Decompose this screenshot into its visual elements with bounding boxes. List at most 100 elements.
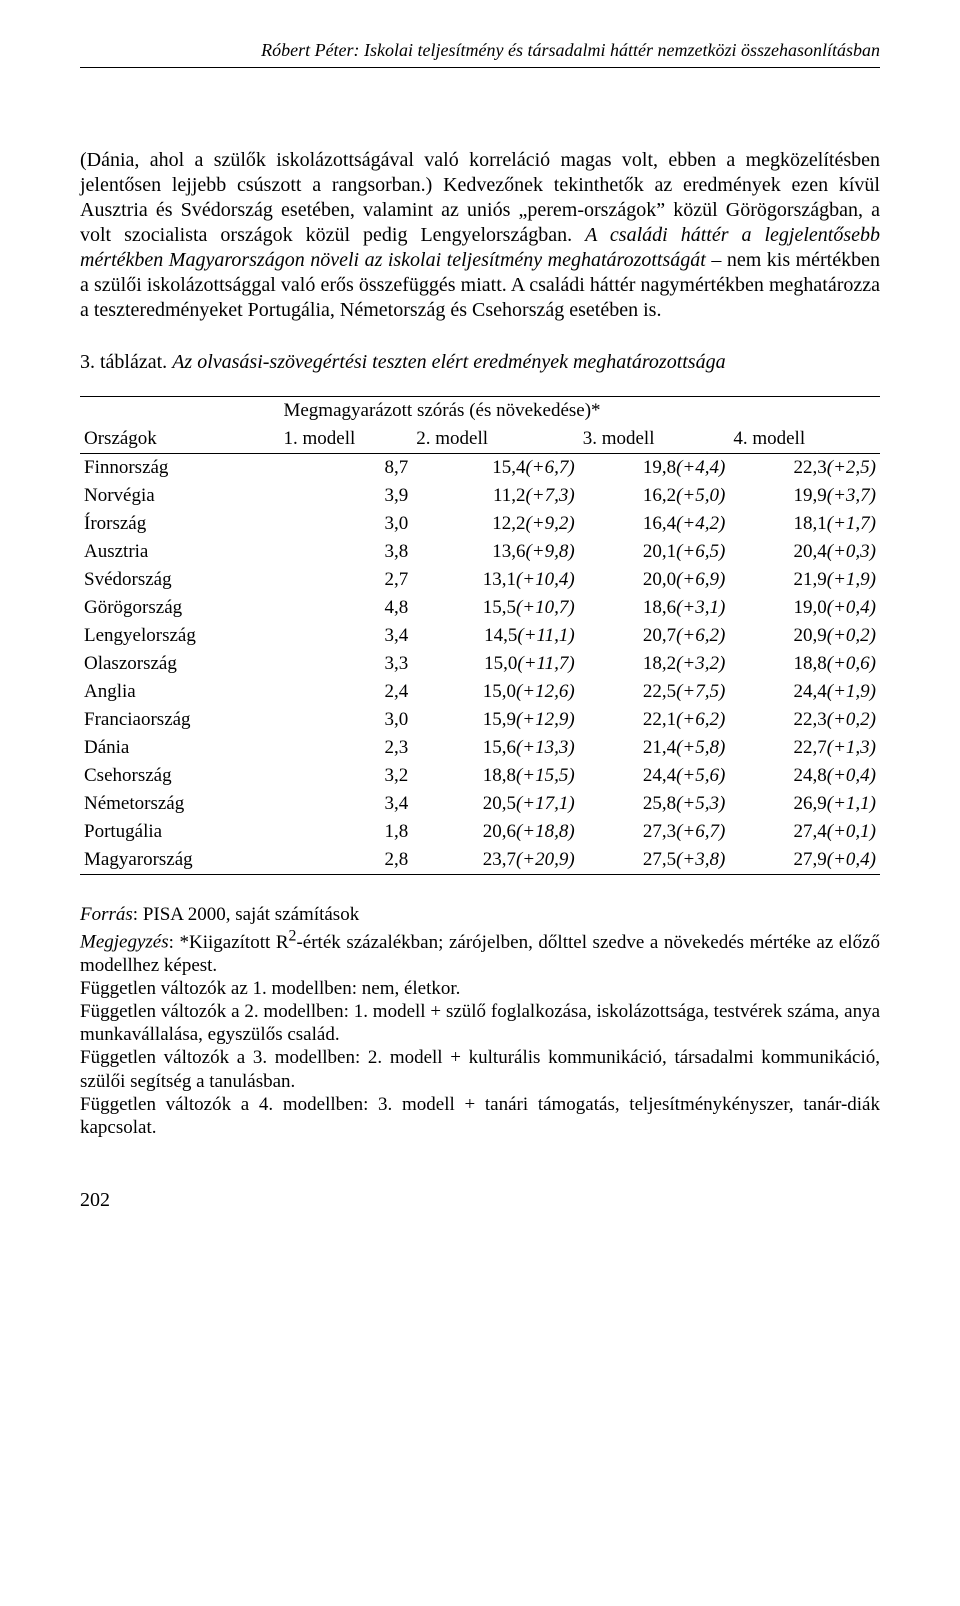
table-row: Németország3,420,5(+17,1)25,8(+5,3)26,9(… — [80, 790, 880, 818]
note-model-3: Független változók a 3. modellben: 2. mo… — [80, 1046, 880, 1092]
cell-model-2: 15,6(+13,3) — [412, 734, 578, 762]
table-caption-number: 3. táblázat. — [80, 351, 167, 373]
note-model-2: Független változók a 2. modellben: 1. mo… — [80, 1000, 880, 1046]
cell-model-3: 21,4(+5,8) — [579, 734, 730, 762]
table-caption: 3. táblázat. Az olvasási-szövegértési te… — [80, 351, 880, 374]
cell-model-1: 3,9 — [279, 482, 412, 510]
table-body: Finnország8,715,4(+6,7)19,8(+4,4)22,3(+2… — [80, 454, 880, 875]
cell-model-4: 21,9(+1,9) — [729, 566, 880, 594]
cell-model-2: 15,0(+12,6) — [412, 678, 578, 706]
cell-model-1: 4,8 — [279, 594, 412, 622]
cell-model-1: 2,7 — [279, 566, 412, 594]
cell-country: Olaszország — [80, 650, 279, 678]
cell-model-4: 18,1(+1,7) — [729, 510, 880, 538]
cell-model-2: 15,0(+11,7) — [412, 650, 578, 678]
col-country: Országok — [80, 425, 279, 454]
cell-model-4: 20,4(+0,3) — [729, 538, 880, 566]
table-spanner: Megmagyarázott szórás (és növekedése)* — [279, 397, 880, 426]
cell-country: Svédország — [80, 566, 279, 594]
cell-model-3: 22,5(+7,5) — [579, 678, 730, 706]
cell-country: Anglia — [80, 678, 279, 706]
cell-model-2: 12,2(+9,2) — [412, 510, 578, 538]
table-caption-title: Az olvasási-szövegértési teszten elért e… — [172, 351, 725, 373]
cell-country: Írország — [80, 510, 279, 538]
table-row: Portugália1,820,6(+18,8)27,3(+6,7)27,4(+… — [80, 818, 880, 846]
cell-model-1: 3,8 — [279, 538, 412, 566]
cell-model-4: 24,8(+0,4) — [729, 762, 880, 790]
cell-model-3: 27,3(+6,7) — [579, 818, 730, 846]
cell-model-2: 11,2(+7,3) — [412, 482, 578, 510]
running-head: Róbert Péter: Iskolai teljesítmény és tá… — [80, 40, 880, 68]
cell-model-2: 15,5(+10,7) — [412, 594, 578, 622]
cell-model-2: 15,9(+12,9) — [412, 706, 578, 734]
cell-model-1: 1,8 — [279, 818, 412, 846]
note-label: Megjegyzés — [80, 932, 169, 953]
cell-model-1: 3,4 — [279, 622, 412, 650]
cell-model-2: 13,6(+9,8) — [412, 538, 578, 566]
cell-model-4: 27,4(+0,1) — [729, 818, 880, 846]
table-row: Írország3,012,2(+9,2)16,4(+4,2)18,1(+1,7… — [80, 510, 880, 538]
cell-country: Portugália — [80, 818, 279, 846]
cell-model-3: 25,8(+5,3) — [579, 790, 730, 818]
table-notes: Forrás: PISA 2000, saját számítások Megj… — [80, 903, 880, 1139]
cell-country: Finnország — [80, 454, 279, 483]
col-model-3: 3. modell — [579, 425, 730, 454]
cell-model-2: 13,1(+10,4) — [412, 566, 578, 594]
col-model-1: 1. modell — [279, 425, 412, 454]
cell-model-1: 2,4 — [279, 678, 412, 706]
cell-model-2: 15,4(+6,7) — [412, 454, 578, 483]
table-row: Anglia2,415,0(+12,6)22,5(+7,5)24,4(+1,9) — [80, 678, 880, 706]
cell-model-3: 24,4(+5,6) — [579, 762, 730, 790]
cell-model-1: 3,4 — [279, 790, 412, 818]
cell-country: Magyarország — [80, 846, 279, 875]
table-row: Norvégia3,911,2(+7,3)16,2(+5,0)19,9(+3,7… — [80, 482, 880, 510]
cell-country: Ausztria — [80, 538, 279, 566]
cell-model-3: 18,6(+3,1) — [579, 594, 730, 622]
table-row: Finnország8,715,4(+6,7)19,8(+4,4)22,3(+2… — [80, 454, 880, 483]
cell-model-2: 20,5(+17,1) — [412, 790, 578, 818]
body-paragraph: (Dánia, ahol a szülők iskolázottságával … — [80, 148, 880, 323]
cell-country: Csehország — [80, 762, 279, 790]
table-row: Franciaország3,015,9(+12,9)22,1(+6,2)22,… — [80, 706, 880, 734]
cell-model-4: 19,0(+0,4) — [729, 594, 880, 622]
cell-model-3: 20,1(+6,5) — [579, 538, 730, 566]
cell-model-3: 27,5(+3,8) — [579, 846, 730, 875]
table-row: Lengyelország3,414,5(+11,1)20,7(+6,2)20,… — [80, 622, 880, 650]
table-row: Svédország2,713,1(+10,4)20,0(+6,9)21,9(+… — [80, 566, 880, 594]
cell-model-2: 20,6(+18,8) — [412, 818, 578, 846]
page-number: 202 — [80, 1189, 880, 1212]
cell-model-3: 20,0(+6,9) — [579, 566, 730, 594]
cell-model-3: 19,8(+4,4) — [579, 454, 730, 483]
cell-model-3: 22,1(+6,2) — [579, 706, 730, 734]
results-table: Megmagyarázott szórás (és növekedése)* O… — [80, 396, 880, 875]
cell-country: Németország — [80, 790, 279, 818]
cell-model-1: 3,0 — [279, 706, 412, 734]
source-label: Forrás — [80, 904, 133, 925]
cell-model-1: 3,3 — [279, 650, 412, 678]
cell-model-3: 20,7(+6,2) — [579, 622, 730, 650]
cell-model-4: 18,8(+0,6) — [729, 650, 880, 678]
cell-model-2: 18,8(+15,5) — [412, 762, 578, 790]
cell-country: Norvégia — [80, 482, 279, 510]
cell-model-3: 16,2(+5,0) — [579, 482, 730, 510]
table-row: Dánia2,315,6(+13,3)21,4(+5,8)22,7(+1,3) — [80, 734, 880, 762]
cell-model-4: 22,3(+0,2) — [729, 706, 880, 734]
table-row: Ausztria3,813,6(+9,8)20,1(+6,5)20,4(+0,3… — [80, 538, 880, 566]
cell-model-4: 24,4(+1,9) — [729, 678, 880, 706]
page: Róbert Péter: Iskolai teljesítmény és tá… — [0, 0, 960, 1262]
cell-model-1: 2,8 — [279, 846, 412, 875]
note-model-4: Független változók a 4. modellben: 3. mo… — [80, 1093, 880, 1139]
cell-model-1: 2,3 — [279, 734, 412, 762]
cell-model-4: 22,7(+1,3) — [729, 734, 880, 762]
cell-model-4: 22,3(+2,5) — [729, 454, 880, 483]
source-text: : PISA 2000, saját számítások — [133, 904, 359, 925]
cell-model-1: 8,7 — [279, 454, 412, 483]
cell-model-4: 26,9(+1,1) — [729, 790, 880, 818]
cell-country: Dánia — [80, 734, 279, 762]
cell-model-2: 14,5(+11,1) — [412, 622, 578, 650]
cell-model-2: 23,7(+20,9) — [412, 846, 578, 875]
cell-model-4: 20,9(+0,2) — [729, 622, 880, 650]
cell-country: Görögország — [80, 594, 279, 622]
cell-country: Lengyelország — [80, 622, 279, 650]
table-row: Csehország3,218,8(+15,5)24,4(+5,6)24,8(+… — [80, 762, 880, 790]
